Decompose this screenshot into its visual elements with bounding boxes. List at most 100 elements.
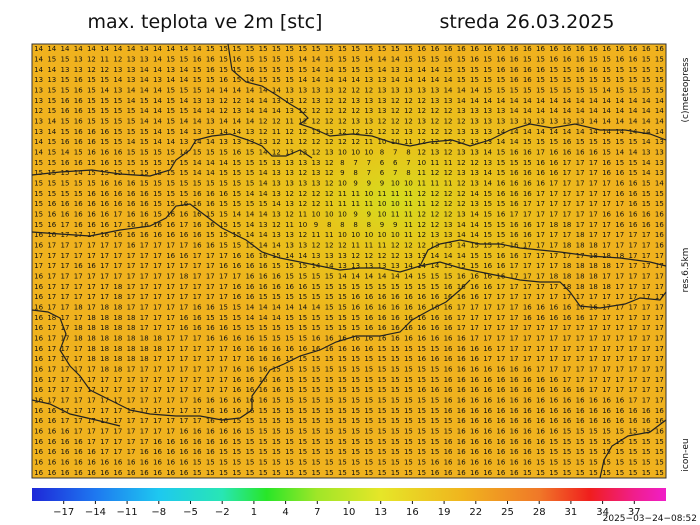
grid-value: 16 [259, 252, 268, 260]
grid-value: 17 [562, 169, 571, 177]
grid-value: 15 [655, 190, 664, 198]
grid-value: 16 [34, 304, 43, 312]
grid-value: 16 [549, 376, 558, 384]
grid-value: 16 [272, 283, 281, 291]
grid-value: 17 [206, 283, 215, 291]
grid-value: 17 [166, 428, 175, 436]
grid-value: 18 [576, 242, 585, 250]
grid-value: 15 [272, 293, 281, 301]
grid-value: 15 [87, 180, 96, 188]
grid-value: 12 [259, 128, 268, 136]
grid-value: 15 [312, 428, 321, 436]
grid-value: 15 [602, 428, 611, 436]
grid-value: 13 [285, 107, 294, 115]
grid-value: 15 [259, 448, 268, 456]
grid-value: 15 [483, 231, 492, 239]
grid-value: 17 [549, 252, 558, 260]
grid-value: 15 [417, 448, 426, 456]
grid-value: 15 [496, 231, 505, 239]
grid-value: 18 [562, 262, 571, 270]
grid-value: 16 [193, 304, 202, 312]
grid-value: 17 [629, 355, 638, 363]
grid-value: 16 [430, 355, 439, 363]
grid-value: 15 [166, 128, 175, 136]
grid-value: 16 [523, 66, 532, 74]
grid-value: 16 [179, 211, 188, 219]
grid-value: 9 [314, 221, 318, 229]
grid-value: 17 [127, 262, 136, 270]
grid-value: 16 [47, 469, 56, 477]
grid-value: 14 [496, 138, 505, 146]
grid-value: 14 [47, 66, 56, 74]
grid-value: 11 [444, 159, 453, 167]
grid-value: 17 [193, 283, 202, 291]
grid-value: 11 [351, 200, 360, 208]
grid-value: 16 [166, 438, 175, 446]
grid-value: 16 [61, 200, 70, 208]
grid-value: 16 [496, 428, 505, 436]
grid-value: 13 [312, 97, 321, 105]
grid-value: 16 [536, 45, 545, 53]
grid-value: 17 [193, 376, 202, 384]
grid-value: 16 [153, 469, 162, 477]
grid-value: 17 [615, 386, 624, 394]
grid-value: 16 [140, 448, 149, 456]
grid-value: 17 [510, 335, 519, 343]
grid-value: 16 [74, 76, 83, 84]
grid-value: 16 [232, 252, 241, 260]
grid-value: 16 [444, 314, 453, 322]
grid-value: 15 [245, 448, 254, 456]
grid-value: 16 [496, 45, 505, 53]
grid-value: 12 [285, 190, 294, 198]
grid-value: 15 [298, 355, 307, 363]
grid-value: 15 [444, 66, 453, 74]
grid-value: 10 [378, 231, 387, 239]
grid-value: 16 [496, 386, 505, 394]
grid-value: 17 [206, 252, 215, 260]
grid-value: 14 [259, 107, 268, 115]
grid-value: 15 [232, 314, 241, 322]
grid-value: 17 [127, 397, 136, 405]
grid-value: 16 [602, 407, 611, 415]
grid-value: 16 [153, 438, 162, 446]
grid-value: 15 [166, 118, 175, 126]
map-date: streda 26.03.2025 [440, 11, 615, 33]
grid-value: 16 [325, 345, 334, 353]
grid-value: 16 [589, 407, 598, 415]
grid-value: 11 [391, 211, 400, 219]
grid-value: 17 [140, 273, 149, 281]
grid-value: 15 [298, 438, 307, 446]
grid-value: 16 [61, 448, 70, 456]
grid-value: 16 [457, 407, 466, 415]
grid-value: 18 [576, 273, 585, 281]
grid-value: 16 [562, 304, 571, 312]
grid-value: 16 [496, 438, 505, 446]
grid-value: 16 [47, 428, 56, 436]
grid-value: 16 [47, 221, 56, 229]
grid-value: 13 [232, 138, 241, 146]
grid-value: 16 [404, 335, 413, 343]
grid-value: 15 [272, 252, 281, 260]
grid-value: 15 [642, 200, 651, 208]
grid-value: 17 [629, 231, 638, 239]
grid-value: 18 [113, 345, 122, 353]
grid-value: 16 [562, 314, 571, 322]
grid-value: 15 [602, 56, 611, 64]
grid-value: 17 [510, 324, 519, 332]
grid-value: 16 [153, 448, 162, 456]
grid-value: 17 [615, 200, 624, 208]
grid-value: 16 [193, 324, 202, 332]
grid-value: 15 [153, 211, 162, 219]
grid-value: 17 [615, 314, 624, 322]
grid-value: 11 [285, 221, 294, 229]
grid-value: 12 [259, 118, 268, 126]
grid-value: 14 [87, 45, 96, 53]
grid-value: 12 [87, 66, 96, 74]
grid-value: 16 [127, 211, 136, 219]
grid-value: 15 [483, 252, 492, 260]
grid-value: 15 [325, 459, 334, 467]
grid-value: 15 [298, 376, 307, 384]
grid-value: 16 [615, 417, 624, 425]
grid-value: 13 [378, 87, 387, 95]
grid-value: 13 [34, 128, 43, 136]
